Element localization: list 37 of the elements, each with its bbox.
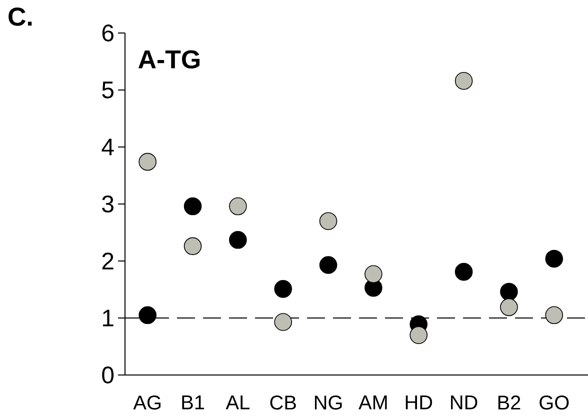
text: C. bbox=[8, 8, 32, 26]
point bbox=[319, 212, 338, 230]
point bbox=[545, 306, 564, 324]
y-tick-label: 5 bbox=[102, 82, 114, 98]
point bbox=[500, 298, 518, 316]
point bbox=[138, 152, 156, 171]
x-tick-label: AM bbox=[358, 396, 387, 410]
point bbox=[229, 231, 247, 249]
point bbox=[138, 306, 156, 324]
y-tick-label: 6 bbox=[102, 24, 114, 42]
x-tick-label: CB bbox=[270, 396, 296, 410]
point bbox=[184, 237, 202, 256]
x-tick-label: AL bbox=[226, 396, 250, 410]
point bbox=[545, 250, 564, 268]
y-tick-label: 2 bbox=[102, 252, 114, 270]
point bbox=[229, 197, 247, 216]
point bbox=[410, 326, 428, 344]
x-tick-label: GO bbox=[540, 396, 569, 410]
y-tick-label: 3 bbox=[102, 196, 114, 212]
x-tick-label: ND bbox=[451, 396, 478, 410]
point bbox=[184, 197, 202, 216]
point bbox=[274, 280, 292, 298]
point bbox=[454, 262, 473, 281]
y-tick-label: 1 bbox=[103, 310, 114, 326]
y-tick-label: 0 bbox=[102, 366, 114, 384]
x-tick-label: B1 bbox=[182, 396, 204, 410]
y-tick-label: 4 bbox=[102, 138, 114, 156]
point bbox=[454, 72, 473, 90]
x-tick-label: B2 bbox=[498, 396, 520, 410]
point bbox=[364, 265, 382, 284]
point bbox=[274, 313, 292, 331]
x-tick-label: HD bbox=[406, 396, 432, 410]
x-tick-label: NG bbox=[314, 396, 342, 410]
point bbox=[500, 282, 518, 301]
x-tick-label: AG bbox=[133, 396, 160, 410]
point bbox=[319, 256, 338, 274]
text: A-TG bbox=[138, 50, 200, 69]
